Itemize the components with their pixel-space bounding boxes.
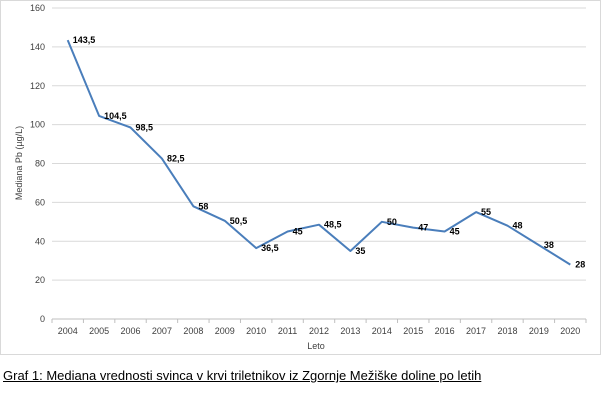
series-line: [66, 39, 571, 266]
x-tick-label-2020: 2020: [560, 326, 580, 336]
x-tick-label-2007: 2007: [152, 326, 172, 336]
x-tick-label-2005: 2005: [89, 326, 109, 336]
y-tick-label-20: 20: [35, 275, 45, 285]
y-axis-title: Mediana Pb (µg/L): [14, 126, 24, 200]
x-tick-label-2010: 2010: [246, 326, 266, 336]
data-label-2004: 143,5: [73, 35, 96, 45]
y-tick-label-0: 0: [40, 314, 45, 324]
x-tick-label-2017: 2017: [466, 326, 486, 336]
data-label-2018: 48: [512, 221, 522, 231]
y-tick-label-100: 100: [30, 120, 45, 130]
x-tick-label-2014: 2014: [372, 326, 392, 336]
line-chart: 0 20 40 60 80 100 120 140 160 2004 2005 2006 2007 200…: [14, 3, 587, 351]
x-tick-label-2004: 2004: [58, 326, 78, 336]
series-layer: [66, 39, 571, 266]
x-tick-label-2015: 2015: [403, 326, 423, 336]
data-label-2010: 36,5: [261, 243, 279, 253]
data-label-2013: 35: [355, 246, 365, 256]
y-tick-label-160: 160: [30, 3, 45, 13]
x-tick-label-2018: 2018: [497, 326, 517, 336]
chart-frame: 0 20 40 60 80 100 120 140 160 2004 2005 2006 2007 200…: [0, 0, 601, 355]
data-label-2007: 82,5: [167, 154, 185, 164]
x-tick-label-2008: 2008: [183, 326, 203, 336]
axes: 0 20 40 60 80 100 120 140 160 2004 2005 2006 2007 200…: [30, 3, 587, 336]
data-label-2020: 28: [575, 260, 585, 270]
x-tick-label-2016: 2016: [435, 326, 455, 336]
y-tick-label-40: 40: [35, 236, 45, 246]
gridlines: [52, 7, 586, 281]
x-tick-label-2019: 2019: [529, 326, 549, 336]
data-label-2009: 50,5: [230, 216, 248, 226]
data-label-2012: 48,5: [324, 220, 342, 230]
data-label-2011: 45: [293, 227, 303, 237]
data-label-2015: 47: [418, 223, 428, 233]
data-label-2005: 104,5: [104, 111, 127, 121]
y-tick-label-60: 60: [35, 197, 45, 207]
x-tick-label-2011: 2011: [278, 326, 297, 336]
data-label-2006: 98,5: [136, 123, 154, 133]
data-labels: 143,5 104,5 98,5 82,5 58 50,5 36,5 45 48,5 35 50 47…: [73, 35, 586, 270]
x-axis-title: Leto: [307, 341, 325, 351]
y-tick-label-120: 120: [30, 81, 45, 91]
data-label-2014: 50: [387, 217, 397, 227]
y-tick-label-140: 140: [30, 42, 45, 52]
figure-caption: Graf 1: Mediana vrednosti svinca v krvi …: [3, 368, 482, 383]
x-tick-label-2012: 2012: [309, 326, 329, 336]
data-label-2017: 55: [481, 207, 491, 217]
y-tick-label-80: 80: [35, 159, 45, 169]
data-label-2016: 45: [450, 227, 460, 237]
x-tick-label-2013: 2013: [340, 326, 360, 336]
x-tick-label-2009: 2009: [215, 326, 235, 336]
data-label-2019: 38: [544, 240, 554, 250]
x-tick-label-2006: 2006: [121, 326, 141, 336]
data-label-2008: 58: [198, 201, 208, 211]
